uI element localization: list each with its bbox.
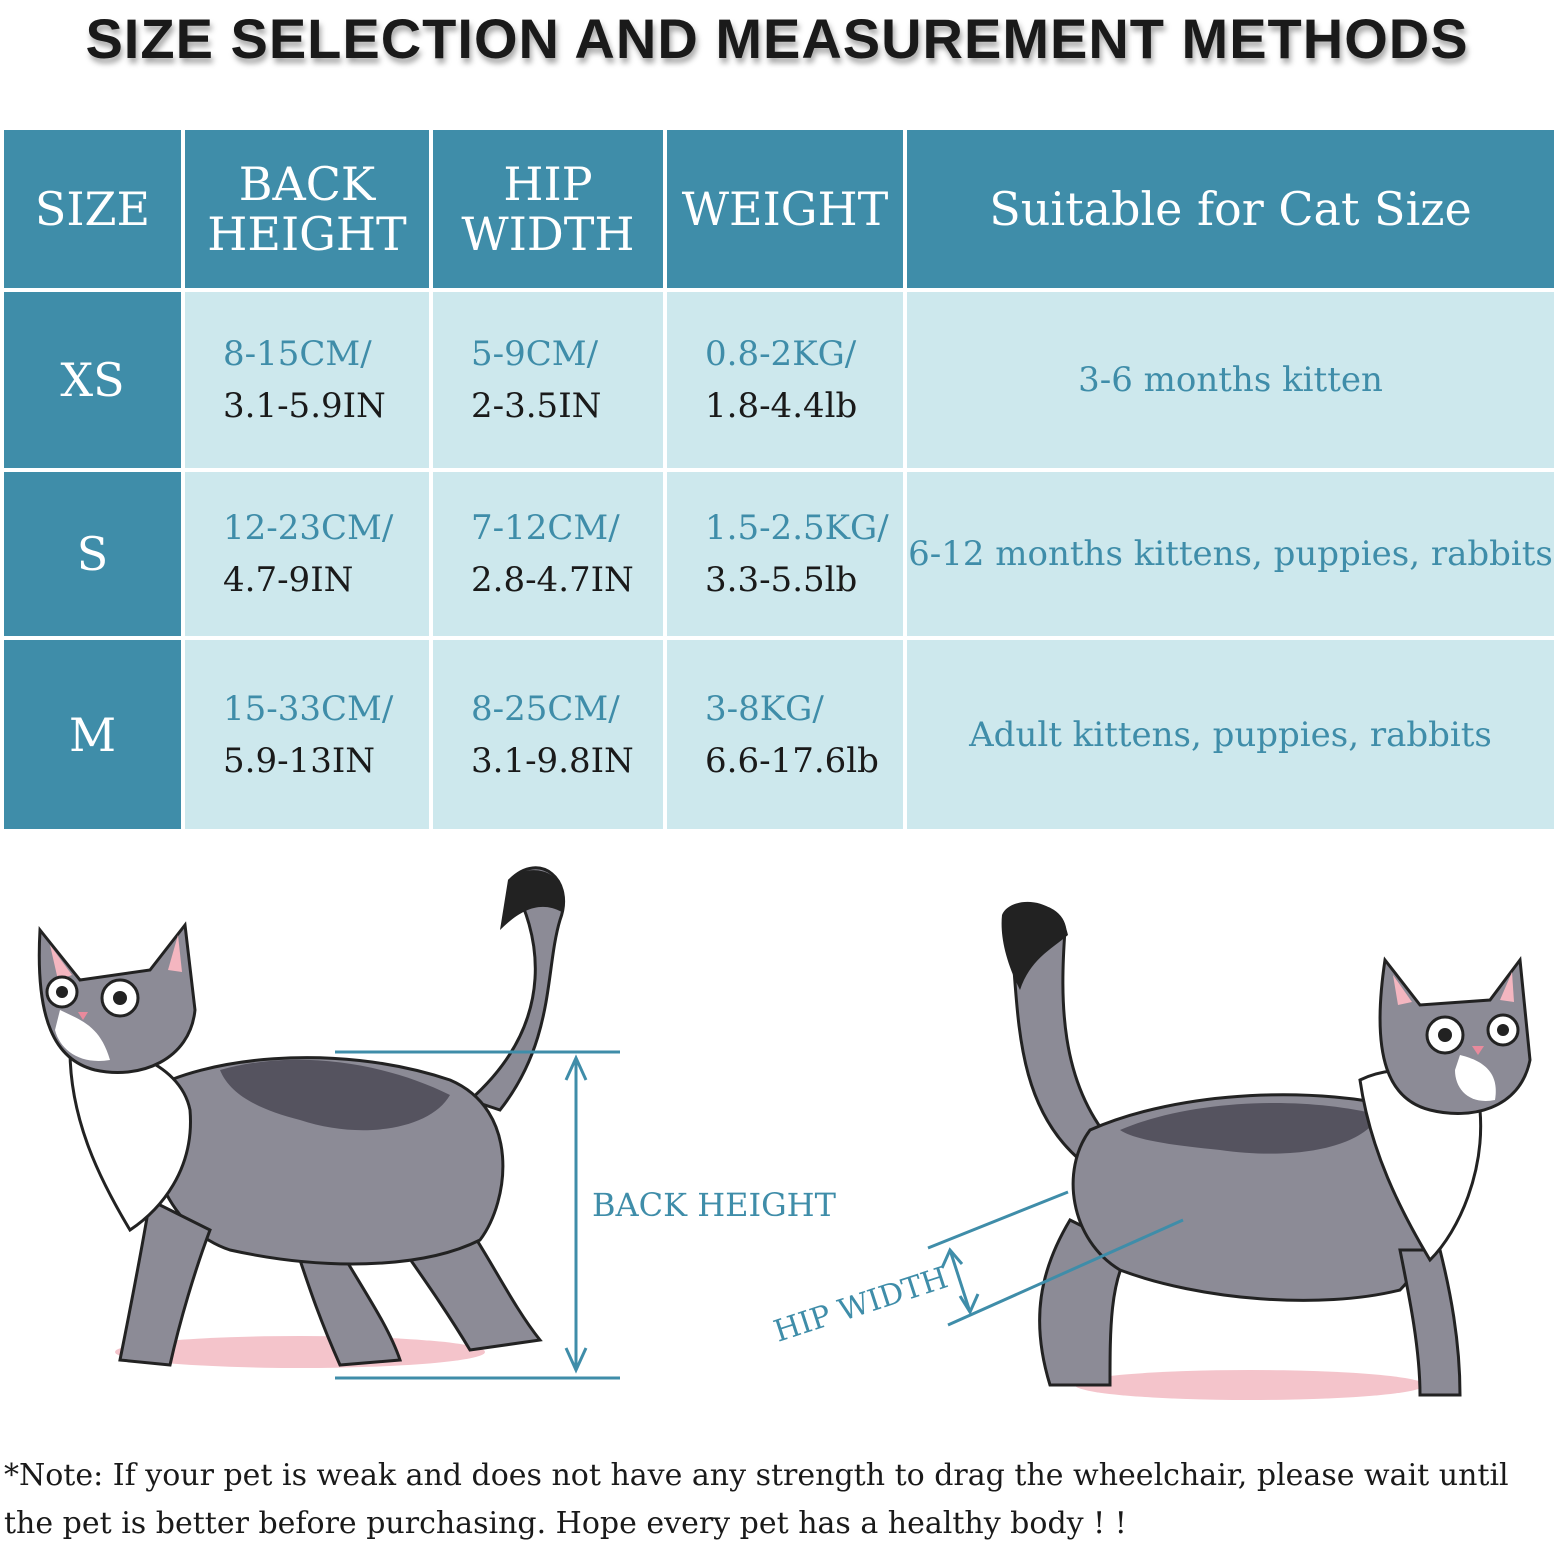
- cat-left-pupil-2: [113, 991, 127, 1005]
- suitable-cell: Adult kittens, puppies, rabbits: [903, 636, 1554, 833]
- note-text: *Note: If your pet is weak and does not …: [4, 1458, 1509, 1541]
- header-back-height: BACK HEIGHT: [181, 126, 433, 292]
- cat-left-back-leg-2: [298, 1248, 403, 1367]
- hip-width-in: 2.8-4.7IN: [471, 560, 634, 600]
- header-size: SIZE: [0, 126, 185, 292]
- hip-width-top-line: [927, 1190, 1069, 1250]
- weight-kg: 3-8KG/: [705, 688, 824, 729]
- cat-left-back-patch: [220, 1059, 450, 1131]
- back-height-in: 5.9-13IN: [223, 740, 376, 781]
- cat-left-illustration: [37, 866, 566, 1368]
- hip-width-cm: 8-25CM/: [471, 688, 620, 729]
- weight-cell: 3-8KG/ 6.6-17.6lb: [663, 636, 907, 833]
- cat-left-ear-inner: [50, 945, 72, 980]
- cat-left-pupil: [56, 986, 68, 998]
- header-hip-width: HIP WIDTH: [429, 126, 667, 292]
- cat-left-tail: [467, 866, 566, 1112]
- cat-left-tail-tip: [500, 870, 564, 930]
- back-height-cell: 8-15CM/ 3.1-5.9IN: [181, 288, 433, 472]
- hip-width-cell: 8-25CM/ 3.1-9.8IN: [429, 636, 667, 833]
- weight-kg: 1.5-2.5KG/: [705, 508, 889, 548]
- hip-width-arrow: [948, 1249, 972, 1313]
- back-height-in: 4.7-9IN: [223, 560, 354, 600]
- cat-right-nose: [1472, 1046, 1484, 1055]
- cat-right-body: [1071, 1093, 1437, 1302]
- cat-left-nose: [78, 1012, 88, 1020]
- size-table: SIZE BACK HEIGHT HIP WIDTH WEIGHT Suitab…: [0, 126, 1554, 833]
- table-header-row: SIZE BACK HEIGHT HIP WIDTH WEIGHT Suitab…: [0, 126, 1554, 292]
- hip-width-label: HIP WIDTH: [770, 1260, 953, 1349]
- page-title: SIZE SELECTION AND MEASUREMENT METHODS: [85, 7, 1469, 70]
- hip-width-cell: 7-12CM/ 2.8-4.7IN: [429, 468, 667, 640]
- back-height-label: BACK HEIGHT: [592, 1186, 837, 1224]
- header-back-height-line1: BACK: [238, 157, 376, 211]
- header-hip-width-line2: WIDTH: [461, 207, 635, 261]
- hip-width-arrow-bottom: [958, 1293, 980, 1316]
- back-height-cm: 15-33CM/: [223, 688, 394, 729]
- hip-width-in: 3.1-9.8IN: [471, 740, 634, 781]
- hip-width-cm: 5-9CM/: [471, 334, 599, 374]
- table-row: XS 8-15CM/ 3.1-5.9IN 5-9CM/ 2-3.5IN 0.8-…: [0, 288, 1554, 472]
- table-row: M 15-33CM/ 5.9-13IN 8-25CM/ 3.1-9.8IN 3-…: [0, 636, 1554, 833]
- hip-width-cell: 5-9CM/ 2-3.5IN: [429, 288, 667, 472]
- cat-left-front-leg: [118, 1197, 212, 1367]
- weight-cell: 1.5-2.5KG/ 3.3-5.5lb: [663, 468, 907, 640]
- weight-lb: 6.6-17.6lb: [705, 740, 879, 781]
- weight-lb: 1.8-4.4lb: [705, 386, 858, 426]
- back-height-arrow-top: [564, 1054, 588, 1081]
- suitable-cell: 6-12 months kittens, puppies, rabbits: [903, 468, 1554, 640]
- hip-width-in: 2-3.5IN: [471, 386, 602, 426]
- header-suitable: Suitable for Cat Size: [903, 126, 1554, 292]
- cat-right-illustration: [1001, 901, 1532, 1400]
- hip-width-cm: 7-12CM/: [471, 508, 620, 548]
- cat-left-ear-inner-2: [168, 935, 182, 972]
- size-cell: M: [0, 636, 185, 833]
- back-height-cell: 12-23CM/ 4.7-9IN: [181, 468, 433, 640]
- cat-right-pupil: [1438, 1028, 1452, 1042]
- cat-right-shadow: [1075, 1370, 1425, 1400]
- cat-right-pupil-2: [1497, 1024, 1509, 1036]
- cat-left-muzzle: [55, 1010, 110, 1061]
- back-height-cm: 8-15CM/: [223, 334, 372, 374]
- header-hip-width-line1: HIP: [503, 157, 593, 211]
- size-cell: XS: [0, 288, 185, 472]
- back-height-measurement: BACK HEIGHT: [335, 1050, 837, 1380]
- cat-right-back-patch: [1120, 1103, 1380, 1154]
- cat-right-front-leg: [1398, 1248, 1462, 1397]
- hip-width-bottom-line: [947, 1218, 1184, 1327]
- weight-cell: 0.8-2KG/ 1.8-4.4lb: [663, 288, 907, 472]
- size-cell: S: [0, 468, 185, 640]
- table-row: S 12-23CM/ 4.7-9IN 7-12CM/ 2.8-4.7IN 1.5…: [0, 468, 1554, 640]
- hip-width-arrow-top: [940, 1247, 964, 1269]
- cat-right-ear-inner: [1393, 975, 1412, 1005]
- weight-kg: 0.8-2KG/: [705, 334, 857, 374]
- back-height-arrow-bottom: [564, 1347, 588, 1374]
- back-height-in: 3.1-5.9IN: [223, 386, 386, 426]
- cat-right-tail-tip: [1001, 901, 1068, 990]
- suitable-cell: 3-6 months kitten: [903, 288, 1554, 472]
- cat-right-ear-inner-2: [1500, 972, 1514, 1002]
- back-height-cell: 15-33CM/ 5.9-13IN: [181, 636, 433, 833]
- measurement-illustration: BACK HEIGHT HIP WIDTH: [37, 866, 1532, 1400]
- header-weight: WEIGHT: [663, 126, 907, 292]
- cat-right-muzzle: [1455, 1055, 1496, 1101]
- weight-lb: 3.3-5.5lb: [705, 560, 858, 600]
- back-height-cm: 12-23CM/: [223, 508, 394, 548]
- header-back-height-line2: HEIGHT: [207, 207, 407, 261]
